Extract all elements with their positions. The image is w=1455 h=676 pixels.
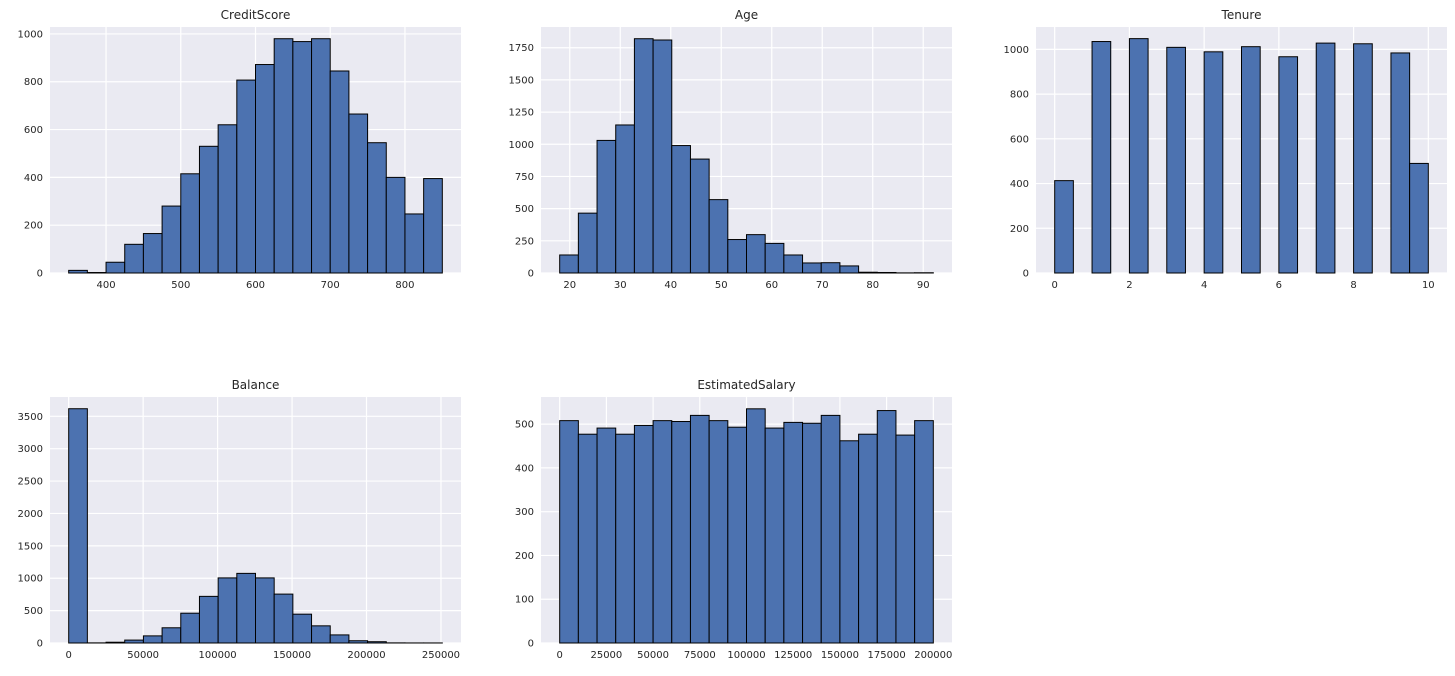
- age-title: Age: [735, 8, 758, 22]
- svg-text:800: 800: [1010, 90, 1029, 101]
- svg-text:250000: 250000: [422, 650, 460, 661]
- svg-text:800: 800: [395, 280, 414, 291]
- svg-text:0: 0: [37, 639, 43, 650]
- tenure-plot-area: 0 200 400 600 800 1000 0 2 4 6 8 10: [1004, 27, 1447, 291]
- svg-text:1750: 1750: [509, 43, 534, 54]
- svg-text:400: 400: [1010, 179, 1029, 190]
- svg-text:70: 70: [816, 280, 829, 291]
- subplot-balance: 0 500 1000 1500 2000 2500 3000 3500 0 50000 100000…: [18, 378, 461, 661]
- svg-text:400: 400: [96, 280, 115, 291]
- svg-text:200000: 200000: [914, 650, 952, 661]
- svg-text:0: 0: [65, 650, 71, 661]
- subplot-tenure: 0 200 400 600 800 1000 0 2 4 6 8 10 Tenure: [1004, 8, 1447, 291]
- svg-text:1500: 1500: [509, 75, 534, 86]
- svg-text:100: 100: [515, 595, 534, 606]
- svg-text:1250: 1250: [509, 108, 534, 119]
- svg-text:25000: 25000: [590, 650, 622, 661]
- svg-text:50000: 50000: [637, 650, 669, 661]
- subplot-age: 0 250 500 750 1000 1250 1500 1750 20 30 40 50 60 70 80…: [509, 8, 952, 291]
- svg-text:200: 200: [515, 551, 534, 562]
- svg-text:3500: 3500: [18, 412, 43, 423]
- svg-text:400: 400: [24, 173, 43, 184]
- svg-text:750: 750: [515, 172, 534, 183]
- svg-text:0: 0: [556, 650, 562, 661]
- svg-text:1000: 1000: [18, 574, 43, 585]
- svg-text:60: 60: [765, 280, 778, 291]
- svg-text:40: 40: [664, 280, 677, 291]
- svg-text:100000: 100000: [199, 650, 237, 661]
- svg-text:20: 20: [563, 280, 576, 291]
- svg-text:8: 8: [1350, 280, 1356, 291]
- svg-text:75000: 75000: [684, 650, 716, 661]
- svg-text:1000: 1000: [509, 140, 534, 151]
- svg-text:3000: 3000: [18, 444, 43, 455]
- svg-text:500: 500: [24, 606, 43, 617]
- svg-text:600: 600: [24, 125, 43, 136]
- svg-text:1000: 1000: [18, 29, 43, 40]
- creditscore-title: CreditScore: [221, 8, 291, 22]
- svg-text:0: 0: [37, 269, 43, 280]
- svg-text:100000: 100000: [727, 650, 765, 661]
- estimatedsalary-title: EstimatedSalary: [697, 378, 795, 392]
- svg-text:30: 30: [614, 280, 627, 291]
- svg-text:2500: 2500: [18, 477, 43, 488]
- svg-text:250: 250: [515, 236, 534, 247]
- svg-text:1500: 1500: [18, 541, 43, 552]
- svg-text:0: 0: [1051, 280, 1057, 291]
- svg-text:80: 80: [866, 280, 879, 291]
- subplot-estimatedsalary: 0 100 200 300 400 500 0 25000 50000 75000 100000 12…: [515, 378, 953, 661]
- svg-text:500: 500: [515, 204, 534, 215]
- estimatedsalary-plot-area: 0 100 200 300 400 500 0 25000 50000 75000 100000 12…: [515, 397, 952, 661]
- svg-text:0: 0: [1023, 269, 1029, 280]
- age-plot-area: 0 250 500 750 1000 1250 1500 1750 20 30 40 50 60 70 80…: [509, 27, 952, 291]
- svg-text:2: 2: [1126, 280, 1132, 291]
- svg-text:0: 0: [528, 639, 534, 650]
- svg-text:500: 500: [515, 420, 534, 431]
- svg-text:200000: 200000: [347, 650, 385, 661]
- svg-text:200: 200: [24, 221, 43, 232]
- balance-plot-area: 0 500 1000 1500 2000 2500 3000 3500 0 50000 100000…: [18, 397, 461, 661]
- svg-text:50000: 50000: [127, 650, 159, 661]
- svg-text:1000: 1000: [1004, 45, 1029, 56]
- balance-title: Balance: [232, 378, 280, 392]
- svg-text:600: 600: [1010, 134, 1029, 145]
- svg-text:150000: 150000: [821, 650, 859, 661]
- svg-text:0: 0: [528, 269, 534, 280]
- subplot-creditscore: 0 200 400 600 800 1000 400 500 600 700 800 CreditS…: [18, 8, 461, 291]
- svg-text:400: 400: [515, 463, 534, 474]
- svg-text:600: 600: [246, 280, 265, 291]
- svg-text:200: 200: [1010, 224, 1029, 235]
- svg-text:700: 700: [321, 280, 340, 291]
- svg-text:175000: 175000: [868, 650, 906, 661]
- svg-text:50: 50: [715, 280, 728, 291]
- svg-text:125000: 125000: [774, 650, 812, 661]
- svg-text:800: 800: [24, 77, 43, 88]
- svg-text:2000: 2000: [18, 509, 43, 520]
- creditscore-plot-area: 0 200 400 600 800 1000 400 500 600 700 800: [18, 27, 461, 291]
- tenure-title: Tenure: [1221, 8, 1262, 22]
- svg-text:90: 90: [917, 280, 930, 291]
- svg-text:500: 500: [171, 280, 190, 291]
- svg-text:150000: 150000: [273, 650, 311, 661]
- svg-text:6: 6: [1276, 280, 1282, 291]
- svg-text:10: 10: [1422, 280, 1435, 291]
- svg-text:300: 300: [515, 507, 534, 518]
- svg-text:4: 4: [1201, 280, 1207, 291]
